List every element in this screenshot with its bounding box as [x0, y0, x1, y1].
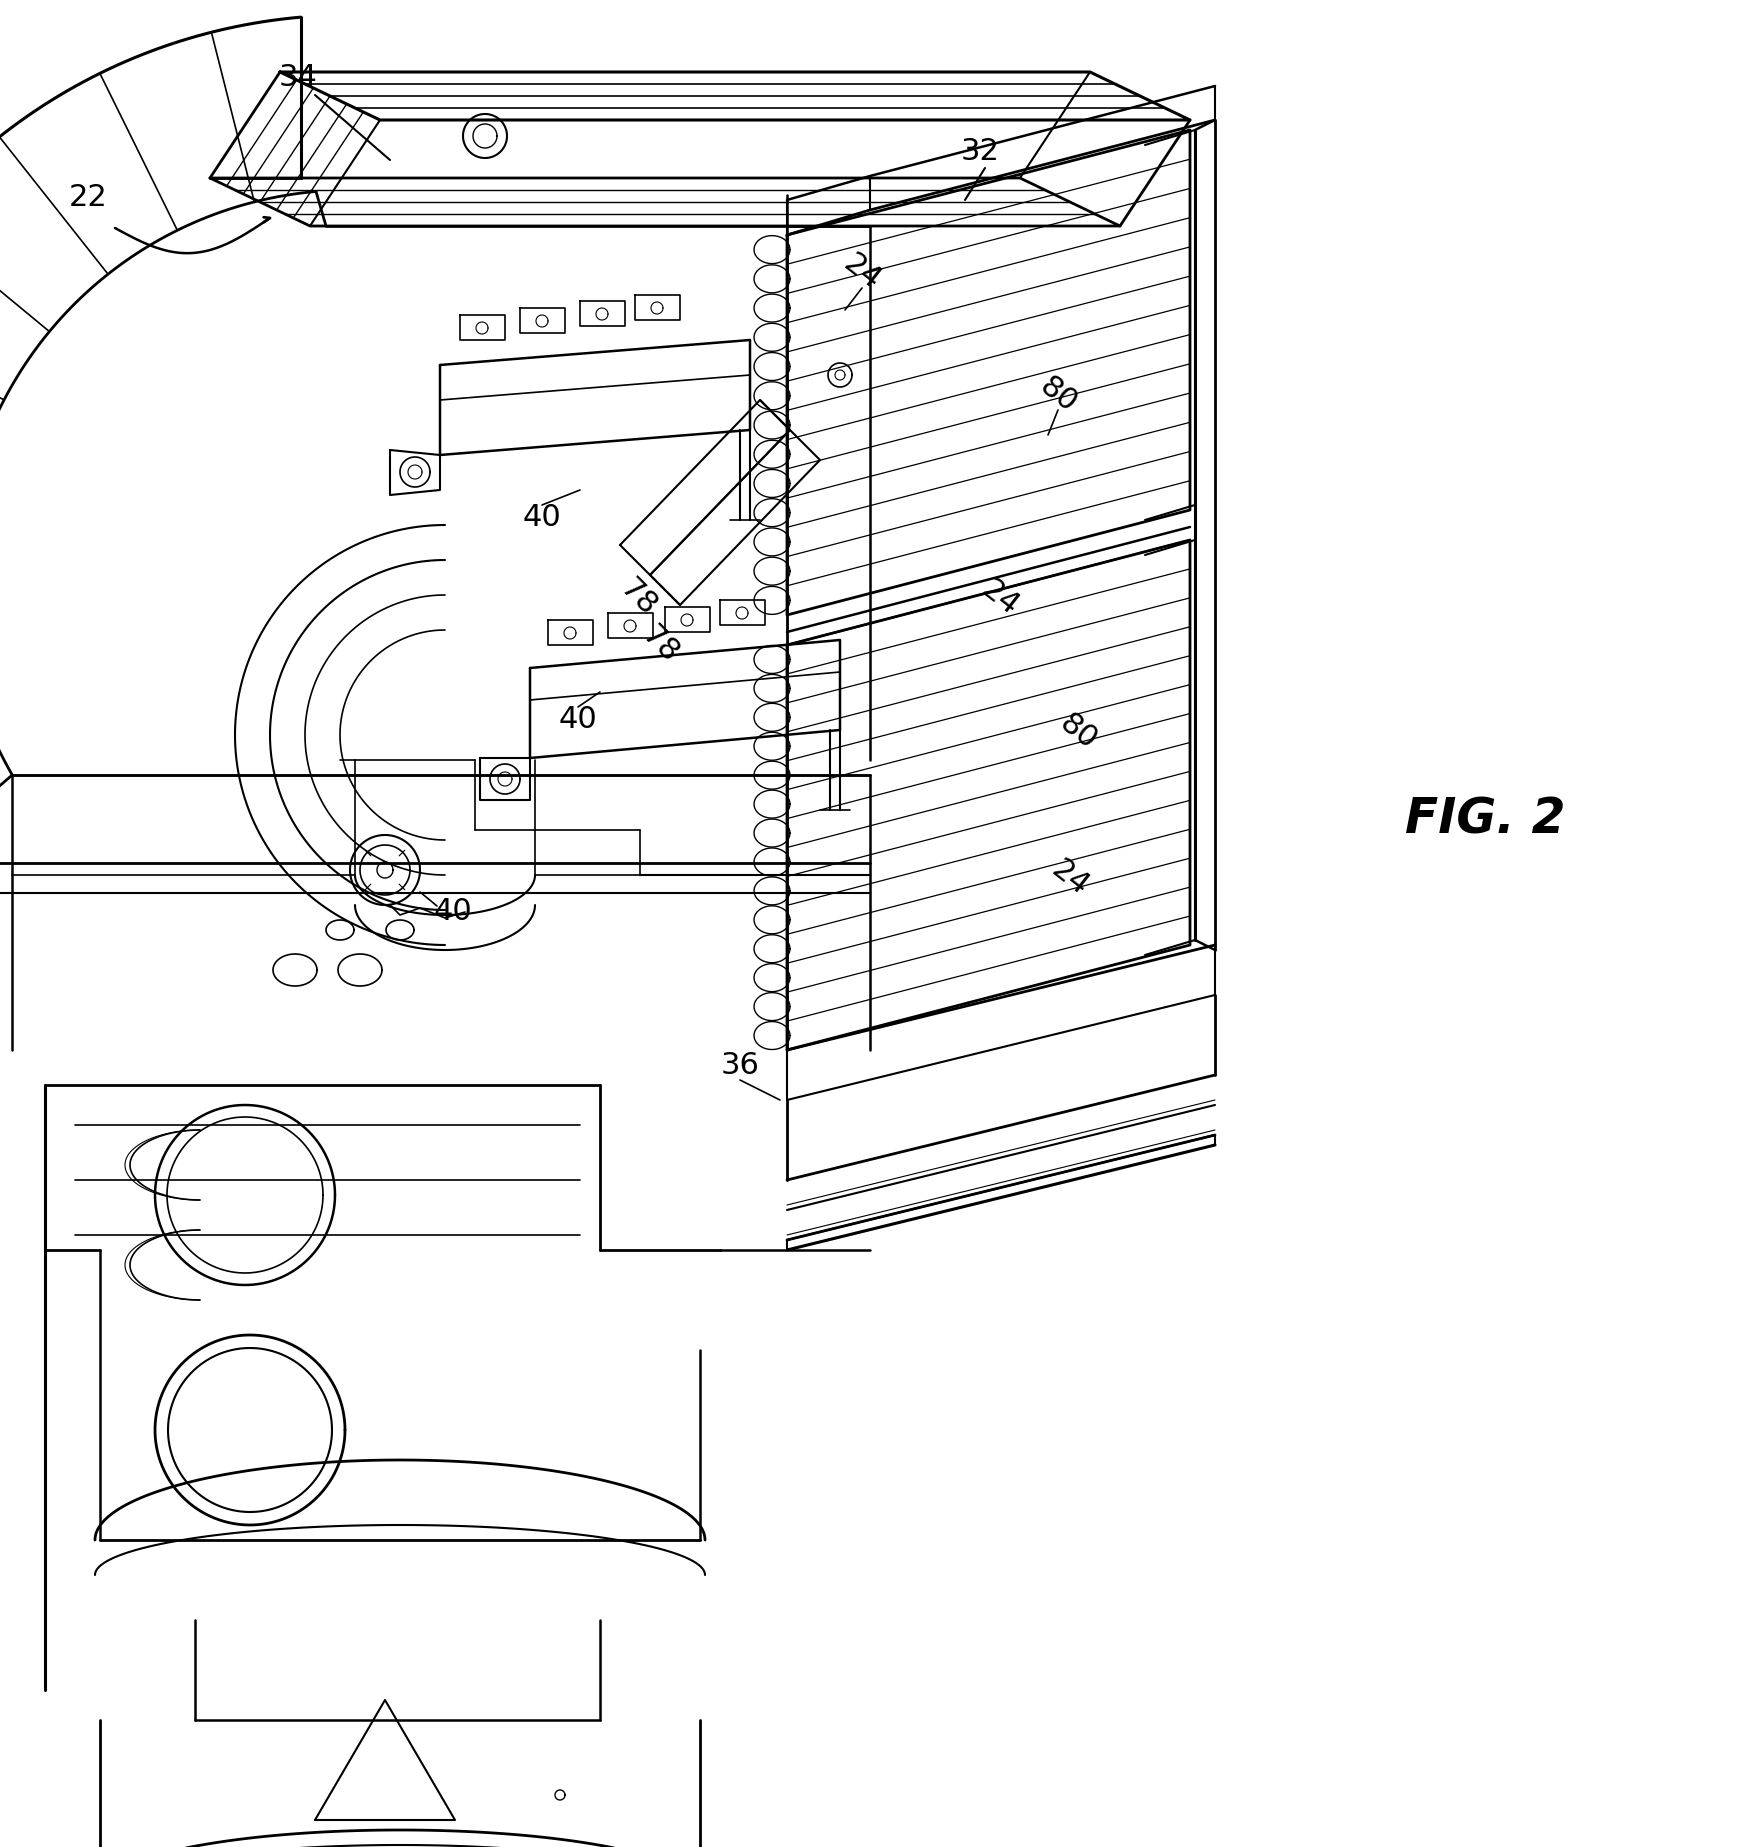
- Text: 78: 78: [613, 574, 662, 622]
- Text: 36: 36: [721, 1051, 759, 1079]
- Text: 22: 22: [69, 183, 108, 212]
- Text: 32: 32: [961, 137, 999, 166]
- Text: 34: 34: [278, 63, 318, 92]
- Text: 40: 40: [559, 706, 598, 735]
- Text: 40: 40: [434, 898, 472, 927]
- Text: FIG. 2: FIG. 2: [1405, 796, 1565, 844]
- Text: 24: 24: [976, 574, 1025, 621]
- Text: 80: 80: [1034, 371, 1082, 419]
- Text: 40: 40: [523, 504, 561, 532]
- Text: 24: 24: [837, 249, 886, 296]
- Text: 24: 24: [1046, 855, 1094, 901]
- Text: 78: 78: [636, 621, 684, 669]
- Text: 80: 80: [1054, 709, 1103, 755]
